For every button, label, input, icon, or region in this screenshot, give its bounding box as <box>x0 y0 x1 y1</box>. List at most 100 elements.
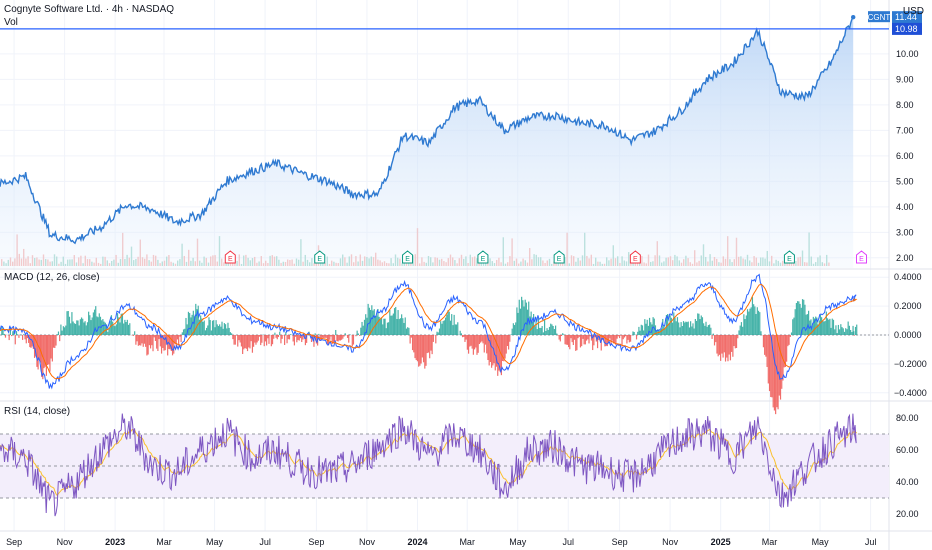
macd-histogram-bar <box>384 318 386 335</box>
time-axis-label: Jul <box>865 537 877 547</box>
macd-histogram-bar <box>640 324 642 335</box>
macd-histogram-bar <box>609 335 611 339</box>
macd-tick-label: −0.2000 <box>894 359 927 369</box>
macd-histogram-bar <box>78 325 80 335</box>
macd-histogram-bar <box>326 335 329 344</box>
macd-histogram-bar <box>251 335 254 353</box>
macd-histogram-bar <box>853 331 855 335</box>
macd-histogram-bar <box>440 321 442 335</box>
macd-histogram-bar <box>467 335 470 354</box>
macd-histogram-bar <box>629 335 632 342</box>
macd-histogram-bar <box>676 317 679 335</box>
macd-histogram-bar <box>762 335 765 348</box>
macd-histogram-bar <box>481 335 483 342</box>
macd-histogram-bar <box>414 335 416 359</box>
currency-label[interactable]: USD <box>902 6 924 17</box>
macd-histogram-bar <box>455 324 458 335</box>
macd-label[interactable]: MACD (12, 26, close) <box>4 272 100 283</box>
earnings-marker <box>783 250 795 264</box>
macd-histogram-bar <box>185 317 187 335</box>
macd-histogram-bar <box>408 327 410 335</box>
macd-histogram-bar <box>575 335 577 351</box>
earnings-marker <box>402 250 414 264</box>
macd-histogram-bar <box>512 323 514 335</box>
macd-histogram-bar <box>715 335 717 343</box>
macd-histogram-bar <box>391 315 393 335</box>
macd-histogram-bar <box>482 335 484 344</box>
macd-histogram-bar <box>141 335 143 344</box>
macd-histogram-bar <box>296 335 298 343</box>
macd-histogram-bar <box>436 331 438 335</box>
axes: Sep Nov 2023 Mar May Jul Sep Nov 2024 Mar May Jul Se… <box>6 11 927 547</box>
macd-histogram-bar <box>508 335 510 350</box>
macd-histogram-bar <box>463 335 465 337</box>
last-price-text: 11.44 <box>895 12 917 22</box>
macd-histogram-bar <box>360 327 362 335</box>
macd-histogram-bar <box>306 335 308 343</box>
macd-histogram-bar <box>284 335 286 345</box>
macd-histogram-bar <box>338 335 340 341</box>
macd-histogram-bar <box>233 335 235 345</box>
macd-histogram-bar <box>413 335 415 353</box>
macd-histogram-bar <box>29 335 31 348</box>
macd-histogram-bar <box>427 335 430 353</box>
volume-label[interactable]: Vol <box>4 17 18 28</box>
macd-histogram-bar <box>637 331 639 335</box>
macd-histogram-bar <box>363 319 366 335</box>
macd-histogram-bar <box>448 311 450 335</box>
symbol-title[interactable]: Cognyte Software Ltd. · 4h · NASDAQ <box>4 4 175 15</box>
time-axis-label: May <box>812 537 830 547</box>
macd-histogram-bar <box>473 335 476 350</box>
macd-histogram-bar <box>684 322 686 335</box>
macd-histogram-bar <box>243 335 245 350</box>
macd-histogram-bar <box>480 335 482 343</box>
macd-histogram-bar <box>267 335 269 339</box>
macd-histogram-bar <box>494 335 496 371</box>
macd-histogram-bar <box>112 321 114 335</box>
macd-histogram-bar <box>404 317 406 335</box>
macd-histogram-bar <box>395 307 397 335</box>
macd-histogram-bar <box>783 335 785 368</box>
macd-histogram-bar <box>693 328 695 335</box>
macd-histogram-bar <box>358 335 361 336</box>
macd-histogram-bar <box>4 335 7 338</box>
macd-histogram-bar <box>220 326 222 335</box>
macd-histogram-bar <box>392 313 394 335</box>
macd-histogram-bar <box>854 326 857 335</box>
earnings-marker-label: E <box>633 256 638 263</box>
macd-histogram-bar <box>737 335 739 339</box>
macd-histogram-bar <box>478 335 480 345</box>
macd-histogram-bar <box>349 334 351 335</box>
macd-histogram-bar <box>605 335 607 347</box>
macd-histogram-bar <box>438 328 441 335</box>
macd-histogram-bar <box>641 325 644 335</box>
earnings-marker-label: E <box>481 256 486 263</box>
macd-histogram-bar <box>653 318 655 335</box>
macd-histogram-bar <box>610 335 612 345</box>
macd-histogram-bar <box>399 318 402 335</box>
macd-histogram-bar <box>492 335 494 366</box>
time-axis-label: Nov <box>57 537 74 547</box>
macd-histogram-bar <box>121 313 124 335</box>
macd-histogram-bar <box>443 320 445 335</box>
macd-histogram-bar <box>277 335 280 338</box>
rsi-label[interactable]: RSI (14, close) <box>4 406 71 417</box>
macd-histogram-bar <box>739 325 741 335</box>
macd-histogram-bar <box>36 335 38 367</box>
macd-histogram-bar <box>77 320 79 335</box>
macd-histogram-bar <box>821 317 823 335</box>
macd-histogram-bar <box>746 309 749 335</box>
macd-histogram-bar <box>402 318 404 335</box>
macd-histogram-bar <box>159 335 161 347</box>
macd-histogram-bar <box>261 335 263 343</box>
price-tick-label: 10.00 <box>896 49 919 59</box>
macd-histogram-bar <box>378 316 380 335</box>
macd-histogram-bar <box>293 335 295 346</box>
macd-histogram-bar <box>285 332 287 335</box>
macd-histogram-bar <box>616 335 618 339</box>
macd-histogram-bar <box>325 335 327 338</box>
macd-histogram-bar <box>772 335 774 408</box>
macd-histogram-bar <box>389 310 391 335</box>
